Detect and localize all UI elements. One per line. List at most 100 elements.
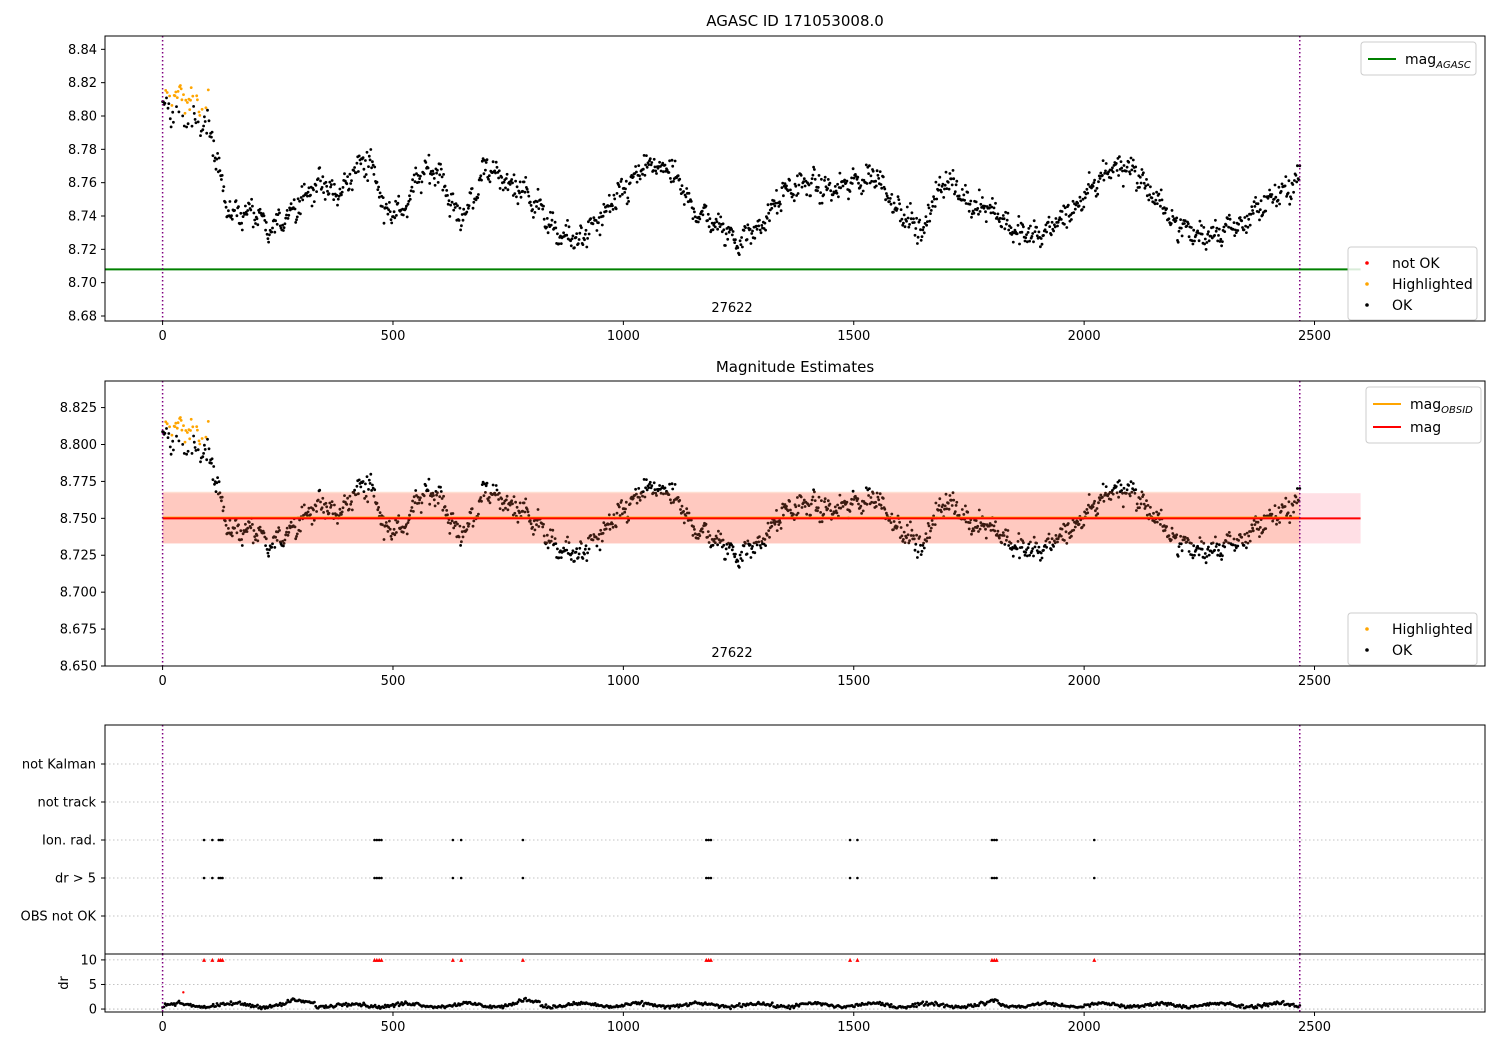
agasc-point-1372 (1223, 230, 1227, 234)
agasc-point-850 (819, 191, 822, 195)
magnitude-point-1398 (1243, 533, 1247, 536)
magnitude-point-1351 (1207, 545, 1210, 549)
agasc-point-768 (755, 227, 759, 231)
agasc-point-271 (371, 160, 374, 164)
magnitude-point-1013 (945, 507, 949, 511)
magnitude-point-530 (571, 549, 575, 553)
agasc-point-1162 (1060, 210, 1064, 213)
dr-point-603 (924, 1002, 927, 1006)
magnitude-point-783 (767, 529, 771, 532)
agasc-point-949 (895, 207, 899, 211)
magnitude-point-1368 (1220, 558, 1223, 561)
magnitude-point-903 (860, 512, 863, 515)
magnitude-point-363 (442, 494, 445, 498)
magnitude-point-1378 (1227, 531, 1231, 534)
magnitude-point-739 (733, 555, 737, 559)
agasc-point-93 (233, 209, 237, 212)
agasc-point-356 (436, 181, 440, 184)
magnitude-point-1127 (1033, 545, 1037, 549)
agasc-point-662 (673, 159, 677, 163)
magnitude-point-78 (221, 509, 225, 513)
agasc-point-529 (570, 237, 574, 241)
agasc-point-508 (554, 226, 558, 230)
agasc-point-934 (884, 198, 887, 202)
agasc-point-1216 (1102, 178, 1106, 182)
magnitude-point-172 (294, 537, 298, 541)
magnitude-point-570 (602, 521, 606, 525)
agasc-point-811 (789, 188, 792, 192)
agasc-point-1240 (1121, 169, 1124, 173)
magnitude-point-1225 (1109, 498, 1113, 501)
magnitude-point-199 (315, 510, 318, 513)
agasc-point-731 (727, 225, 730, 229)
agasc-point-997 (933, 197, 936, 201)
magnitude-point-187 (306, 514, 309, 517)
magnitude-point-718 (717, 529, 720, 533)
magnitude-point-1300 (1167, 534, 1171, 537)
agasc-point-1148 (1049, 233, 1053, 237)
magnitude-point-634 (652, 491, 655, 495)
magnitude-point-468 (523, 510, 527, 514)
agasc-point-4 (164, 89, 168, 92)
agasc-point-518 (562, 231, 565, 235)
magnitude-point-497 (545, 533, 549, 537)
magnitude-point-794 (775, 529, 779, 532)
magnitude-point-188 (306, 510, 310, 514)
agasc-point-279 (377, 185, 380, 189)
agasc-point-504 (551, 211, 555, 215)
agasc-point-551 (587, 232, 591, 236)
magnitude-point-383 (457, 535, 461, 539)
agasc-point-468 (523, 190, 527, 194)
agasc-point-79 (222, 185, 226, 189)
agasc-point-260 (362, 167, 366, 171)
magnitude-point-45 (196, 428, 199, 432)
agasc-point-47 (197, 110, 201, 114)
magnitude-point-1165 (1063, 539, 1066, 542)
agasc-point-782 (766, 203, 770, 207)
agasc-point-770 (757, 224, 761, 228)
magnitude-point-539 (578, 546, 582, 550)
dr-xtick-label-0: 0 (158, 1020, 166, 1035)
agasc-point-1258 (1135, 189, 1138, 192)
magnitude-point-458 (515, 505, 519, 509)
magnitude-point-1269 (1143, 507, 1147, 510)
agasc-point-207 (321, 175, 325, 179)
agasc-point-799 (779, 209, 783, 213)
agasc-point-1330 (1190, 239, 1194, 243)
magnitude-point-93 (233, 526, 237, 530)
agasc-point-1119 (1027, 227, 1031, 230)
magnitude-point-666 (676, 496, 680, 499)
agasc-point-1441 (1276, 198, 1280, 202)
agasc-point-569 (601, 214, 605, 218)
magnitude-point-396 (467, 522, 471, 526)
agasc-point-1118 (1026, 231, 1030, 234)
agasc-point-66 (212, 139, 216, 143)
agasc-point-1354 (1209, 234, 1213, 238)
agasc-point-1291 (1160, 198, 1164, 202)
magnitude-point-358 (438, 495, 442, 498)
agasc-point-869 (833, 185, 837, 188)
agasc-point-1195 (1086, 191, 1090, 195)
agasc-point-1405 (1248, 223, 1252, 227)
magnitude-point-1096 (1009, 541, 1013, 545)
magnitude-point-263 (364, 494, 368, 498)
magnitude-point-131 (262, 531, 266, 535)
agasc-point-65 (211, 154, 215, 158)
agasc-point-994 (930, 200, 934, 204)
agasc-point-871 (835, 191, 839, 195)
agasc-point-1144 (1046, 220, 1050, 224)
magnitude-point-446 (506, 508, 510, 512)
agasc-point-644 (659, 169, 663, 173)
agasc-point-1387 (1234, 231, 1238, 235)
agasc-point-247 (352, 169, 356, 172)
magnitude-point-743 (736, 559, 740, 563)
agasc-point-145 (273, 230, 277, 234)
magnitude-point-1430 (1268, 508, 1271, 512)
agasc-point-1020 (950, 183, 954, 187)
agasc-point-686 (692, 207, 695, 211)
magnitude-point-551 (587, 547, 591, 551)
dr-point-342 (593, 1002, 597, 1005)
magnitude-point-1442 (1277, 506, 1281, 509)
agasc-point-14 (172, 120, 175, 124)
magnitude-point-90 (230, 534, 234, 538)
